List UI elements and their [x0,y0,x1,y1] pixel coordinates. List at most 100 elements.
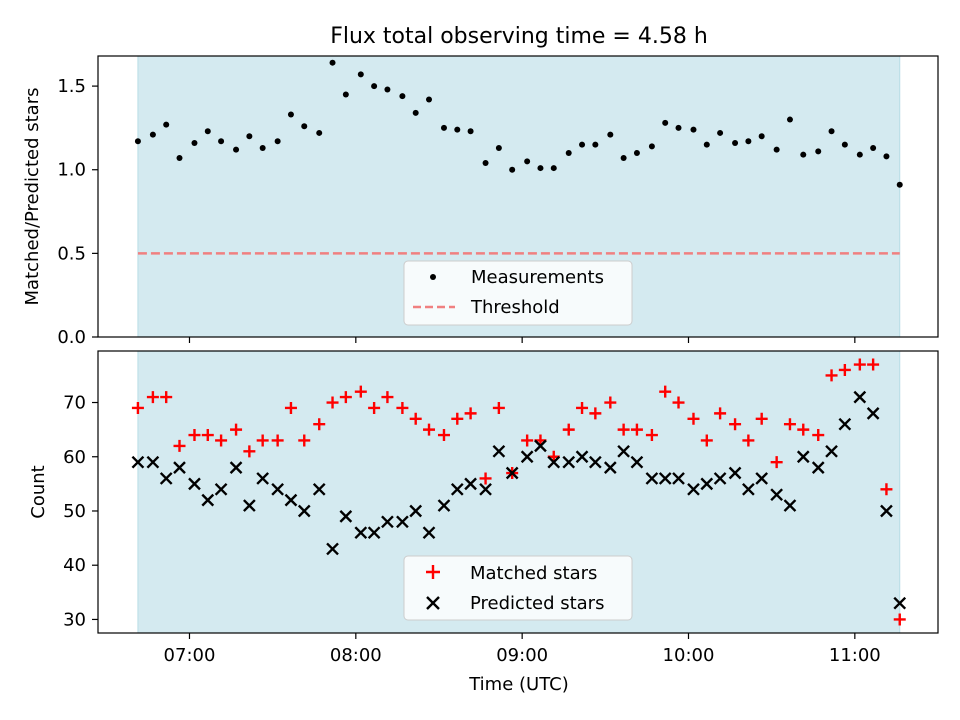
matched-star-point [298,434,311,447]
predicted-star-point [479,482,492,496]
matched-star-point [146,391,159,404]
measurement-point [218,138,225,145]
predicted-star-point [880,504,893,518]
predicted-star-point [243,499,256,512]
measurement-point [163,121,170,128]
measurement-point [454,126,461,133]
matched-star-point [326,396,339,409]
matched-star-point [853,358,866,371]
predicted-star-point [588,455,602,469]
measurement-point [633,150,640,157]
measurement-point [287,111,294,118]
ratio-y-axis-ticks: 0.0 0.5 1.0 1.5 [57,76,98,348]
matched-star-point [825,369,838,382]
matched-star-point [230,423,243,436]
measurement-point [537,165,544,172]
measurement-point [176,155,183,162]
measurement-point [550,165,557,172]
predicted-star-point [728,466,742,480]
predicted-star-point [713,472,727,485]
measurement-point [703,141,710,148]
ratio-legend: Measurements Threshold [403,260,633,326]
matched-star-point [131,401,144,414]
count-legend-box [403,555,633,621]
predicted-star-point [866,407,880,420]
measurement-point [509,166,516,173]
matched-star-point [797,423,810,436]
measurement-point [841,141,848,148]
predicted-star-point [159,472,173,485]
legend-measurements-label: Measurements [471,267,604,288]
predicted-star-point [893,596,907,610]
measurement-point [191,139,198,146]
predicted-star-point [146,455,160,469]
x-tick-label: 09:00 [496,645,548,666]
measurement-point [828,128,835,135]
predicted-star-point [630,455,644,469]
predicted-star-point [575,450,589,464]
matched-star-point [313,418,326,431]
measurement-point [524,158,531,165]
measurement-point [467,128,474,135]
predicted-star-point [437,499,451,512]
y-tick-label: 0.5 [57,243,86,264]
measurement-point [690,126,697,133]
matched-star-point [576,401,589,414]
y-tick-label: 70 [63,393,86,414]
legend-x-marker [426,596,440,610]
legend-plus-marker [426,565,440,579]
measurement-point [384,86,391,93]
matched-star-point [617,423,630,436]
count-y-axis-label: Count [28,465,49,518]
measurement-point [745,138,752,145]
matched-star-point [755,412,768,425]
predicted-star-point [354,526,368,540]
matched-star-point [243,445,256,458]
predicted-star-point [687,482,700,496]
ratio-panel: 0.0 0.5 1.0 1.5 Matched/Predicted stars Mea… [22,55,939,348]
predicted-star-point [271,482,284,496]
measurement-point [565,150,572,157]
x-tick-label: 10:00 [663,645,715,666]
y-tick-label: 1.5 [57,76,86,97]
measurement-point [648,143,655,150]
matched-star-point [893,613,906,626]
matched-star-point [409,412,422,425]
predicted-star-point [409,504,423,518]
measurement-point [399,93,406,100]
predicted-star-point [853,390,867,404]
y-tick-label: 1.0 [57,160,86,181]
x-tick-label: 08:00 [330,645,382,666]
matched-star-point [271,434,284,447]
measurement-points [134,59,903,188]
y-tick-label: 30 [63,609,86,630]
predicted-star-point [520,450,534,464]
predicted-star-point [505,466,519,480]
measurement-point [259,144,266,151]
matched-star-point [700,434,713,447]
ratio-x-axis-ticks [188,337,856,343]
x-tick-label: 07:00 [164,645,216,666]
matched-star-point [630,423,643,436]
predicted-star-point [645,472,659,485]
matched-star-point [201,429,214,442]
predicted-star-point [464,477,477,491]
matched-star-point [396,401,409,414]
measurement-point [412,109,419,116]
ratio-y-axis-label: Matched/Predicted stars [22,88,43,306]
matched-star-point [368,401,381,414]
predicted-star-point [838,417,852,431]
measurement-point [607,131,614,138]
measurement-point [426,96,433,103]
predicted-star-point [422,526,436,540]
predicted-star-point [617,444,630,458]
matched-star-point [562,423,575,436]
measurement-point [732,139,739,146]
measurement-point [717,129,724,136]
matched-star-point [437,429,450,442]
measurement-point [786,116,793,123]
predicted-star-point [312,482,326,496]
measurement-point [233,146,240,153]
predicted-star-point [796,450,810,464]
predicted-star-point [547,455,561,469]
